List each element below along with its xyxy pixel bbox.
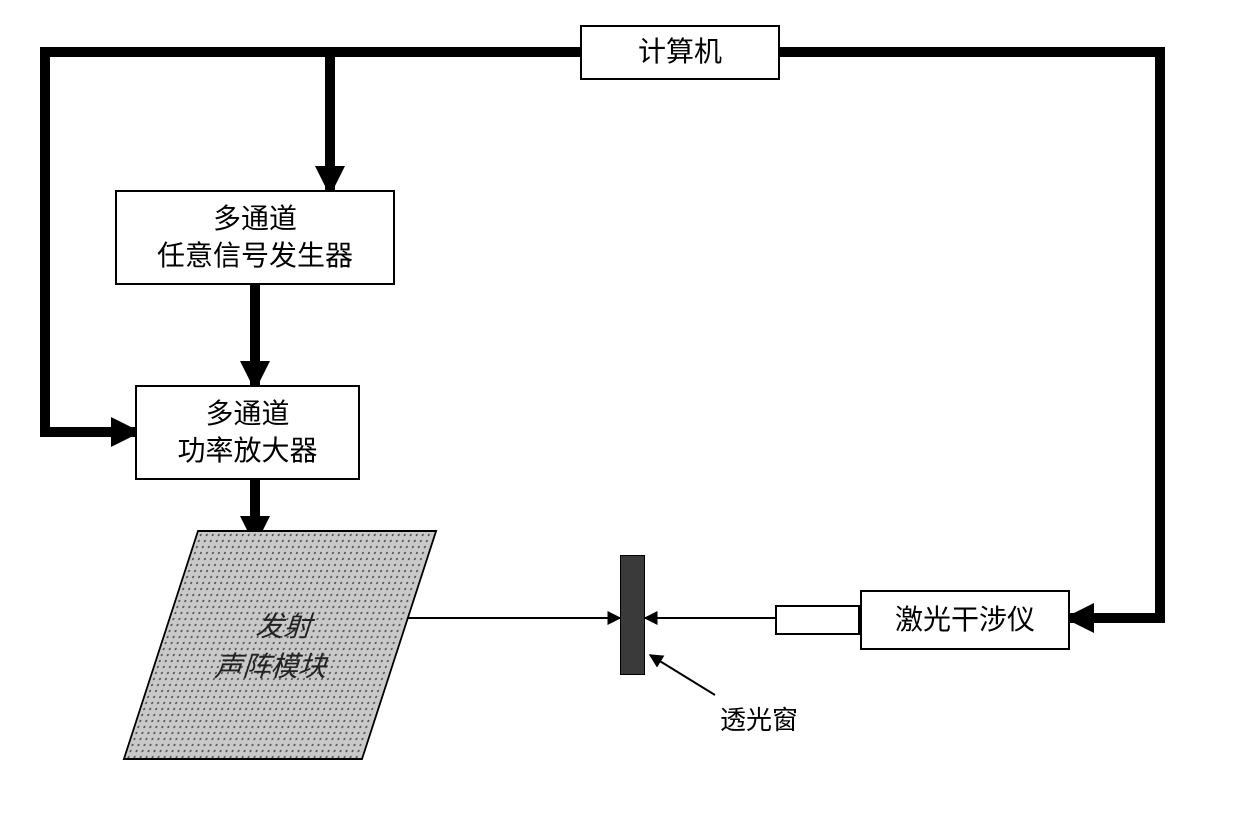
node-power-amplifier-label: 多通道 功率放大器 xyxy=(177,396,317,469)
node-laser-probe xyxy=(775,605,860,635)
node-computer: 计算机 xyxy=(580,25,780,80)
light-window-caption: 透光窗 xyxy=(720,700,798,737)
connector-thick xyxy=(780,52,1160,618)
node-emitter-array: 发射 声阵模块 xyxy=(123,530,438,760)
node-laser-interferometer-label: 激光干涉仪 xyxy=(895,602,1035,638)
node-power-amplifier: 多通道 功率放大器 xyxy=(135,385,360,480)
node-laser-interferometer: 激光干涉仪 xyxy=(860,590,1070,650)
node-signal-generator-label: 多通道 任意信号发生器 xyxy=(157,201,353,274)
node-light-window xyxy=(620,555,645,675)
thin-connectors xyxy=(375,618,775,695)
connector-thin xyxy=(650,655,715,695)
connector-thick xyxy=(330,52,580,190)
node-computer-label: 计算机 xyxy=(638,34,722,70)
node-signal-generator: 多通道 任意信号发生器 xyxy=(115,190,395,285)
